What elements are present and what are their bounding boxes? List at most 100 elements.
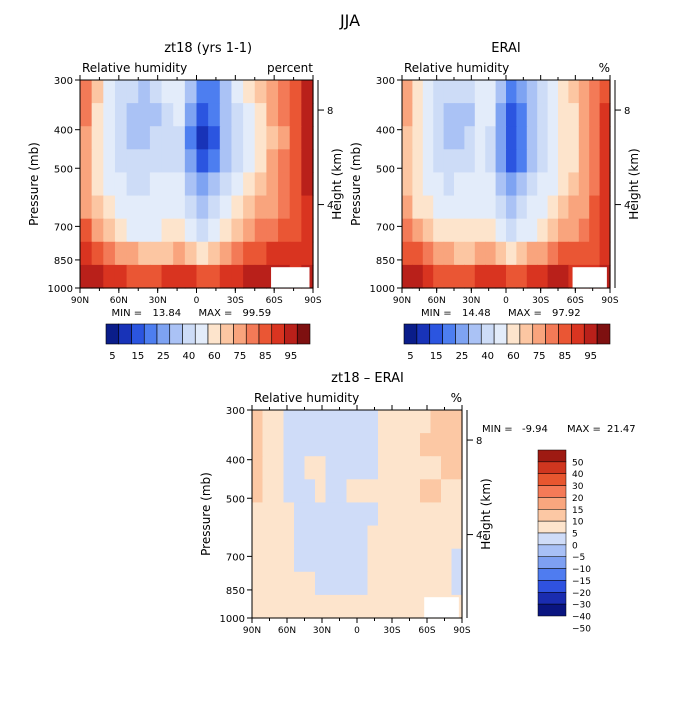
x-tick-label: 90S: [601, 296, 618, 306]
heatmap-cell: [126, 218, 139, 243]
stat-min-label: MIN =: [482, 424, 513, 435]
heatmap-cell: [599, 80, 611, 104]
heatmap-cell: [420, 502, 432, 527]
colorbar-swatch: [537, 497, 567, 510]
height-tick-label: 8: [327, 106, 333, 117]
heatmap-cell: [599, 103, 611, 127]
heatmap-cell: [367, 548, 379, 573]
heatmap-cell: [80, 264, 93, 289]
heatmap-cell: [433, 126, 445, 150]
chart-title: zt18 (yrs 1-1): [164, 41, 252, 56]
heatmap-cell: [433, 172, 445, 197]
heatmap-cell: [433, 241, 445, 266]
colorbar-label: −10: [572, 565, 591, 575]
heatmap-cell: [219, 241, 233, 266]
heatmap-cell: [433, 218, 445, 243]
heatmap-cell: [184, 241, 198, 266]
heatmap-cell: [103, 218, 116, 243]
y-tick-label: 700: [54, 222, 73, 233]
heatmap-cell: [474, 264, 486, 289]
heatmap-cell: [161, 264, 174, 289]
heatmap-cell: [443, 149, 455, 174]
heatmap-cell: [399, 433, 411, 457]
heatmap-cell: [516, 264, 528, 289]
heatmap-cell: [526, 218, 538, 243]
heatmap-cell: [161, 126, 174, 150]
y-tick-label: 400: [226, 456, 245, 467]
heatmap-cell: [254, 241, 267, 266]
x-tick-label: 30S: [227, 296, 244, 306]
heatmap-cell: [430, 502, 442, 527]
colorbar-label: 40: [481, 351, 494, 362]
heatmap-cell: [80, 195, 93, 220]
colorbar-swatch: [143, 323, 158, 345]
heatmap-cell: [568, 172, 580, 197]
heatmap-cell: [266, 103, 279, 127]
heatmap-cell: [231, 264, 244, 289]
heatmap-cell: [289, 149, 302, 174]
heatmap-cell: [266, 80, 279, 104]
colorbar-swatch: [156, 323, 171, 345]
heatmap-cell: [278, 80, 291, 104]
heatmap-cell: [526, 241, 538, 266]
heatmap-cell: [443, 241, 455, 266]
heatmap-cell: [315, 479, 327, 504]
heatmap-cell: [422, 103, 434, 127]
heatmap-cell: [294, 571, 306, 596]
colorbar-label: 75: [234, 351, 247, 362]
heatmap-cell: [495, 264, 507, 289]
heatmap-cell: [103, 241, 116, 266]
heatmap-cell: [173, 264, 186, 289]
heatmap-cell: [126, 80, 139, 104]
y-tick-label: 850: [54, 256, 73, 267]
heatmap-cell: [568, 149, 580, 174]
heatmap-cell: [304, 502, 316, 527]
heatmap-cell: [231, 80, 244, 104]
colorbar-swatch: [537, 556, 567, 569]
heatmap-cell: [283, 571, 295, 596]
colorbar-swatch: [429, 323, 443, 345]
heatmap-cell: [558, 218, 569, 243]
y-tick-label: 1000: [48, 284, 73, 295]
heatmap-cell: [289, 241, 302, 266]
heatmap-cell: [516, 149, 528, 174]
heatmap-cell: [526, 195, 538, 220]
heatmap-cell: [412, 218, 424, 243]
heatmap-cell: [451, 433, 463, 457]
heatmap-cell: [114, 241, 128, 266]
heatmap-cell: [402, 195, 413, 220]
colorbar-swatch: [537, 473, 567, 486]
heatmap-cell: [325, 571, 337, 596]
colorbar-swatch: [493, 323, 508, 345]
colorbar-label: 25: [456, 351, 469, 362]
colorbar-swatch: [537, 532, 567, 546]
colorbar-label: 60: [208, 351, 221, 362]
heatmap-cell: [526, 264, 538, 289]
heatmap-cell: [430, 479, 442, 504]
heatmap-cell: [558, 264, 569, 289]
heatmap-cell: [430, 525, 442, 550]
heatmap-cell: [388, 594, 400, 619]
heatmap-cell: [196, 264, 209, 289]
heatmap-cell: [336, 410, 348, 434]
heatmap-cell: [454, 149, 465, 174]
heatmap-cell: [254, 149, 267, 174]
heatmap-cell: [315, 525, 327, 550]
y-tick-label: 400: [376, 126, 395, 137]
heatmap-cell: [412, 195, 424, 220]
heatmap-cell: [388, 525, 400, 550]
x-tick-label: 90N: [393, 296, 411, 306]
heatmap-cell: [208, 264, 221, 289]
heatmap-cell: [283, 502, 295, 527]
heatmap-cell: [378, 571, 390, 596]
heatmap-cell: [103, 149, 116, 174]
y-axis-title: Pressure (mb): [27, 142, 41, 226]
heatmap-cell: [409, 433, 421, 457]
height-axis-title: Height (km): [627, 148, 641, 219]
heatmap-cell: [173, 172, 186, 197]
heatmap-cell: [103, 126, 116, 150]
heatmap-cell: [315, 456, 327, 480]
heatmap-cell: [266, 241, 279, 266]
panel-diff: zt18 – ERAI Relative humidity % 90N 60N 30N 0 3…: [199, 371, 636, 636]
heatmap-cell: [266, 126, 279, 150]
